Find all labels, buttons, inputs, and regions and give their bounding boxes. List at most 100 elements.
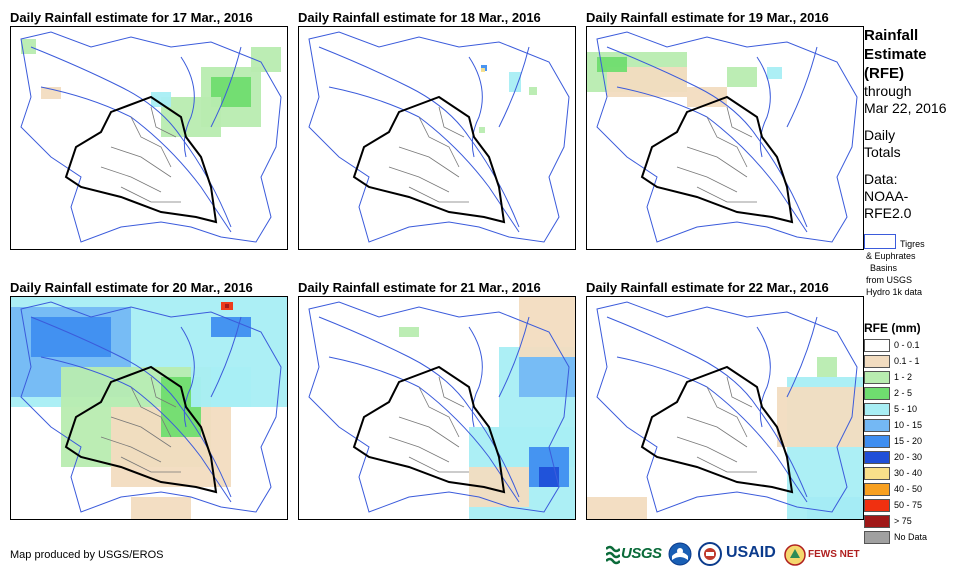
rainfall-area [727, 67, 757, 87]
usaid-logo: USAID [726, 542, 784, 568]
map-frame [298, 296, 576, 520]
panel-title: Daily Rainfall estimate for 19 Mar., 201… [586, 10, 829, 25]
rainfall-area [479, 127, 485, 133]
sidebar-data-source1: NOAA- [864, 188, 909, 204]
river-line [328, 356, 520, 503]
admin-boundary [686, 146, 748, 178]
country-border [352, 365, 506, 494]
admin-boundary [130, 386, 172, 438]
fews-net-logo-text: FEWS NET [808, 549, 860, 560]
admin-boundary [110, 146, 172, 178]
river-line [180, 56, 195, 158]
rainfall-map [587, 31, 858, 243]
usaid-logo-text: USAID [726, 544, 776, 561]
admin-boundary [438, 106, 465, 138]
usgs-wave-icon [606, 545, 620, 565]
basin-line2: & Euphrates [866, 251, 916, 261]
rfe-legend-swatch [864, 531, 890, 544]
admin-boundary [120, 456, 181, 473]
rfe-legend-item: 40 - 50 [864, 482, 964, 498]
map-frame [586, 26, 864, 250]
rainfall-map-panel-19-mar: Daily Rainfall estimate for 19 Mar., 201… [586, 10, 864, 250]
rfe-legend-item: 1 - 2 [864, 370, 964, 386]
admin-boundary [726, 106, 753, 138]
rfe-legend-item: No Data [864, 530, 964, 546]
basin-line3: Basins [870, 263, 898, 273]
rainfall-area [509, 72, 521, 92]
map-frame [10, 296, 288, 520]
river-line [468, 326, 483, 428]
panel-title: Daily Rainfall estimate for 20 Mar., 201… [10, 280, 253, 295]
rfe-legend-item: 15 - 20 [864, 434, 964, 450]
rfe-legend-label: 40 - 50 [894, 484, 923, 494]
country-border [640, 95, 794, 224]
rainfall-area [211, 317, 251, 337]
rfe-legend-item: 50 - 75 [864, 498, 964, 514]
river-line [616, 86, 808, 233]
rfe-legend-label: 0 - 0.1 [894, 340, 920, 350]
rfe-legend-label: 50 - 75 [894, 500, 923, 510]
fews-net-emblem-icon [784, 544, 806, 566]
rfe-legend-label: 15 - 20 [894, 436, 923, 446]
map-frame [298, 26, 576, 250]
rfe-legend-swatch [864, 483, 890, 496]
usaid-seal-icon [698, 542, 722, 566]
river-line [786, 316, 818, 398]
country-border [352, 95, 506, 224]
basin-line5: Hydro 1k data [866, 287, 923, 297]
rfe-legend-label: 10 - 15 [894, 420, 923, 430]
admin-boundary [130, 116, 172, 168]
map-credit: Map produced by USGS/EROS [10, 549, 164, 561]
river-line [468, 56, 483, 158]
river-line [756, 56, 771, 158]
admin-boundary [110, 416, 172, 448]
admin-boundary [408, 456, 469, 473]
sidebar-heading-line3: (RFE) [864, 65, 904, 82]
admin-boundary [100, 166, 162, 193]
admin-boundary [676, 166, 738, 193]
basin-outline [20, 31, 282, 243]
basin-legend-swatch [864, 234, 896, 249]
admin-boundary [150, 376, 177, 408]
rfe-legend-item: 0 - 0.1 [864, 338, 964, 354]
admin-boundary [696, 456, 757, 473]
basin-line4: from USGS [866, 275, 913, 285]
rainfall-area [519, 297, 575, 357]
rfe-legend-label: 20 - 30 [894, 452, 923, 462]
rfe-legend-swatch [864, 403, 890, 416]
rainfall-area [225, 304, 229, 308]
admin-boundary [706, 116, 748, 168]
rfe-legend-swatch [864, 419, 890, 432]
rainfall-map-panel-21-mar: Daily Rainfall estimate for 21 Mar., 201… [298, 280, 576, 520]
sidebar-through: through [864, 83, 912, 99]
noaa-emblem-icon [668, 542, 692, 566]
rfe-legend-swatch [864, 371, 890, 384]
panel-title: Daily Rainfall estimate for 18 Mar., 201… [298, 10, 541, 25]
rainfall-area [787, 477, 863, 519]
rfe-legend-item: 30 - 40 [864, 466, 964, 482]
map-frame [586, 296, 864, 520]
rainfall-area [191, 367, 251, 407]
admin-boundary [150, 106, 177, 138]
map-frame [10, 26, 288, 250]
admin-boundary [686, 416, 748, 448]
sidebar-daily: Daily [864, 127, 896, 143]
rainfall-area [31, 317, 111, 357]
rfe-legend-label: > 75 [894, 516, 912, 526]
panel-title: Daily Rainfall estimate for 17 Mar., 201… [10, 10, 253, 25]
rfe-legend-swatch [864, 467, 890, 480]
rainfall-map [11, 297, 287, 519]
rainfall-area [539, 467, 559, 487]
usgs-logo-text: USGS [621, 545, 662, 562]
rainfall-map-panel-18-mar: Daily Rainfall estimate for 18 Mar., 201… [298, 10, 576, 250]
admin-boundary [100, 436, 162, 463]
admin-boundary [706, 386, 748, 438]
rfe-legend-swatch [864, 435, 890, 448]
river-line [210, 316, 242, 398]
rainfall-map [308, 297, 575, 519]
rfe-legend-title: RFE (mm) [864, 321, 921, 335]
rfe-legend-label: 1 - 2 [894, 372, 913, 382]
agency-logos: USGS USAID FEWS NET [606, 542, 862, 568]
fews-net-logo: FEWS NET [784, 542, 862, 568]
admin-boundary [398, 416, 460, 448]
